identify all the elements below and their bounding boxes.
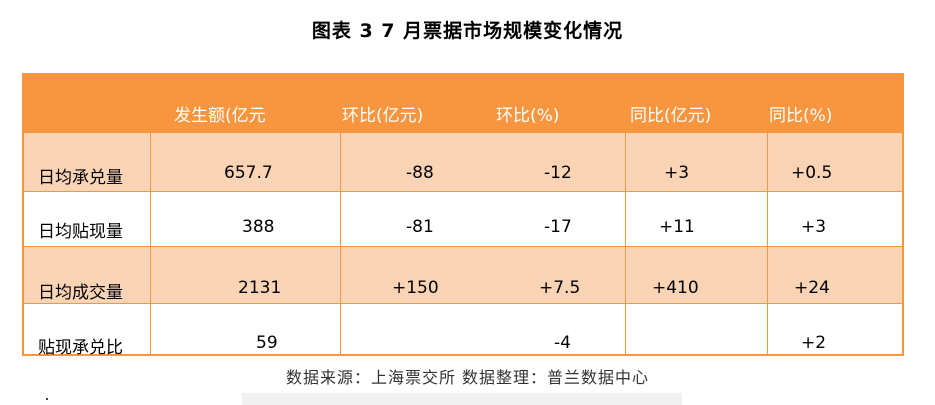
- header-yoy-pct: 同比(%): [769, 106, 833, 126]
- source-note: 数据来源：上海票交所 数据整理：普兰数据中心: [285, 368, 650, 387]
- row-label: 日均成交量: [38, 283, 123, 303]
- cell-value: +11: [659, 217, 695, 237]
- header-mom-amount: 环比(亿元): [342, 106, 424, 126]
- cell-value: +7.5: [539, 278, 581, 298]
- header-mom-pct: 环比(%): [496, 106, 560, 126]
- cell-value: 657.7: [224, 163, 273, 183]
- cell-value: -88: [406, 163, 434, 183]
- table-row: [24, 133, 902, 191]
- chart-title: 图表 3 7 月票据市场规模变化情况: [311, 20, 624, 42]
- cell-value: 388: [242, 217, 275, 237]
- cell-value: -12: [544, 163, 572, 183]
- bottom-strip: [242, 393, 682, 405]
- row-label: 日均承兑量: [38, 168, 123, 188]
- cell-value: 59: [256, 333, 278, 353]
- header-yoy-amount: 同比(亿元): [630, 106, 712, 126]
- cell-value: -81: [406, 217, 434, 237]
- cell-value: +150: [392, 278, 439, 298]
- cell-value: -4: [554, 333, 571, 353]
- cell-value: +3: [664, 163, 690, 183]
- row-label: 贴现承兑比: [38, 338, 123, 358]
- table-row: [24, 303, 902, 356]
- table-row: [24, 191, 902, 246]
- header-amount: 发生额(亿元: [174, 106, 266, 126]
- cell-value: +3: [801, 217, 827, 237]
- cell-value: -17: [544, 217, 572, 237]
- cell-value: +410: [652, 278, 699, 298]
- table-row: [24, 246, 902, 303]
- table-header: 发生额(亿元 环比(亿元) 环比(%) 同比(亿元) 同比(%): [24, 75, 902, 133]
- market-table: 发生额(亿元 环比(亿元) 环比(%) 同比(亿元) 同比(%) 日均承兑量 6…: [22, 73, 904, 358]
- row-label: 日均贴现量: [38, 222, 123, 242]
- cell-value: +24: [794, 278, 830, 298]
- cell-value: 2131: [238, 278, 282, 298]
- cell-value: +2: [801, 333, 827, 353]
- cell-value: +0.5: [791, 163, 833, 183]
- stray-dot: [46, 398, 48, 400]
